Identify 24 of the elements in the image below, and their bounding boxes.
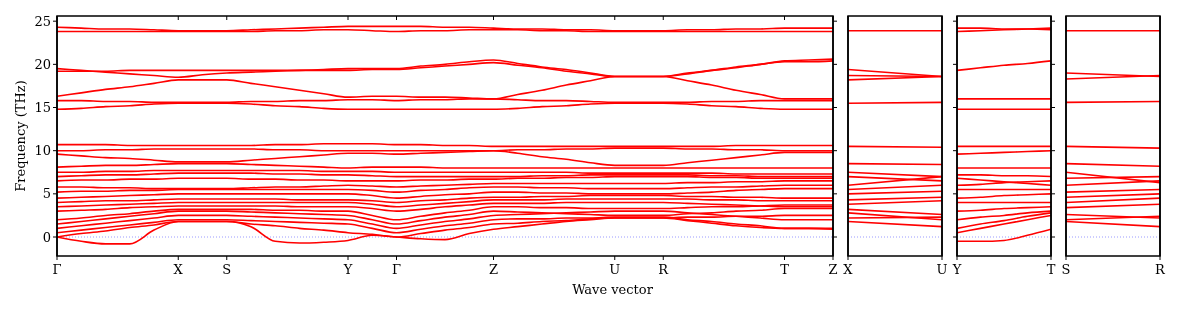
y-axis-title: Frequency (THz) bbox=[13, 80, 28, 192]
x-tick-label: T bbox=[780, 262, 790, 277]
x-axis-title: Wave vector bbox=[572, 282, 654, 297]
x-tick-label: Γ bbox=[391, 262, 402, 277]
x-tick-label: X bbox=[173, 262, 184, 277]
y-tick-label: 15 bbox=[34, 100, 51, 116]
x-tick-label: S bbox=[222, 262, 232, 277]
x-tick-label: Z bbox=[828, 262, 838, 277]
x-tick-label: U bbox=[936, 262, 948, 277]
x-tick-label: X bbox=[843, 262, 854, 277]
x-tick-label: S bbox=[1061, 262, 1071, 277]
y-tick-label: 20 bbox=[34, 56, 51, 72]
x-tick-label: Γ bbox=[52, 262, 62, 277]
x-tick-label: U bbox=[609, 262, 621, 277]
x-tick-label: Y bbox=[342, 262, 353, 277]
x-tick-label: T bbox=[1046, 262, 1056, 277]
x-tick-label: R bbox=[1155, 262, 1167, 277]
y-tick-label: 25 bbox=[34, 13, 51, 29]
y-tick-label: 10 bbox=[34, 143, 51, 159]
y-tick-label: 0 bbox=[42, 229, 51, 245]
x-tick-label: Z bbox=[488, 262, 499, 277]
y-tick-label: 5 bbox=[42, 186, 51, 202]
x-tick-label: R bbox=[658, 262, 670, 277]
x-tick-label: Y bbox=[951, 262, 962, 277]
